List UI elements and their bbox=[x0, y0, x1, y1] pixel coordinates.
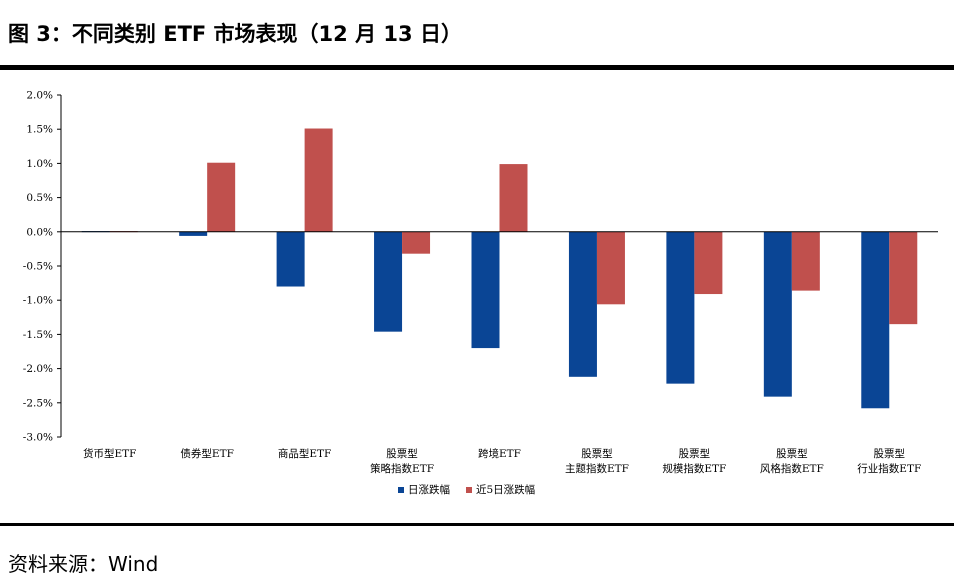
x-category-label: 股票型 bbox=[874, 447, 906, 460]
x-category-label: 债券型ETF bbox=[180, 447, 233, 460]
y-tick-label: -3.0% bbox=[23, 432, 53, 444]
legend-swatch bbox=[466, 487, 472, 493]
bar bbox=[499, 164, 528, 232]
bar bbox=[889, 231, 918, 325]
x-category-label: 跨境ETF bbox=[478, 447, 521, 460]
source-note: 资料来源：Wind bbox=[8, 552, 159, 576]
bar bbox=[763, 231, 792, 397]
y-axis: 2.0% 1.5% 1.0% 0.5% 0.0% -0.5% -1.0% -1.5% -2.0%… bbox=[23, 90, 62, 444]
x-category-label: 股票型 bbox=[679, 447, 711, 460]
legend-swatch bbox=[398, 487, 404, 493]
x-category-label: 风格指数ETF bbox=[760, 462, 824, 475]
legend-label: 日涨跌幅 bbox=[408, 483, 450, 496]
y-tick-label: -1.0% bbox=[23, 295, 53, 307]
x-category-label: 规模指数ETF bbox=[662, 462, 726, 475]
bar bbox=[402, 231, 431, 254]
figure-title: 图 3：不同类别 ETF 市场表现（12 月 13 日） bbox=[8, 22, 462, 46]
x-category-label: 货币型ETF bbox=[83, 447, 136, 460]
y-tick-label: 0.5% bbox=[26, 192, 53, 204]
bottom-rule bbox=[0, 523, 954, 526]
bar-chart: 2.0% 1.5% 1.0% 0.5% 0.0% -0.5% -1.0% -1.5% -2.0%… bbox=[23, 90, 938, 496]
legend: 日涨跌幅 近5日涨跌幅 bbox=[398, 483, 535, 496]
legend-label: 近5日涨跌幅 bbox=[476, 483, 535, 496]
y-tick-label: 2.0% bbox=[26, 90, 53, 102]
bars bbox=[81, 128, 918, 409]
x-category-label: 主题指数ETF bbox=[565, 462, 629, 475]
x-category-label: 策略指数ETF bbox=[370, 462, 434, 475]
bar bbox=[374, 231, 403, 332]
x-category-label: 股票型 bbox=[776, 447, 808, 460]
y-tick-label: 1.0% bbox=[26, 158, 53, 170]
bar bbox=[694, 231, 723, 295]
top-rule bbox=[0, 65, 954, 70]
bar bbox=[471, 231, 500, 349]
x-category-label: 股票型 bbox=[581, 447, 613, 460]
bar bbox=[666, 231, 695, 384]
x-category-label: 股票型 bbox=[386, 447, 418, 460]
bar bbox=[276, 231, 305, 287]
bar bbox=[568, 231, 597, 377]
x-category-label: 行业指数ETF bbox=[857, 462, 921, 475]
bar bbox=[861, 231, 890, 409]
y-tick-label: -0.5% bbox=[23, 261, 53, 273]
bar bbox=[596, 231, 625, 305]
bar bbox=[207, 162, 236, 232]
x-category-label: 商品型ETF bbox=[278, 447, 331, 460]
y-tick-label: -1.5% bbox=[23, 329, 53, 341]
bar bbox=[791, 231, 820, 291]
y-tick-label: 0.0% bbox=[26, 226, 53, 238]
y-tick-label: -2.0% bbox=[23, 363, 53, 375]
bar bbox=[179, 231, 208, 236]
y-tick-label: -2.5% bbox=[23, 397, 53, 409]
y-tick-label: 1.5% bbox=[26, 124, 53, 136]
bar bbox=[304, 128, 333, 232]
